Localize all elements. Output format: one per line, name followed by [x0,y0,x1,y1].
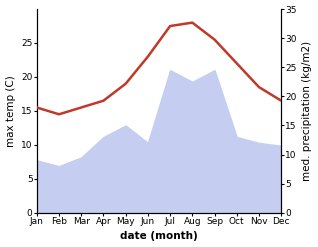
Y-axis label: med. precipitation (kg/m2): med. precipitation (kg/m2) [302,41,313,181]
Y-axis label: max temp (C): max temp (C) [5,75,16,147]
X-axis label: date (month): date (month) [120,231,198,242]
